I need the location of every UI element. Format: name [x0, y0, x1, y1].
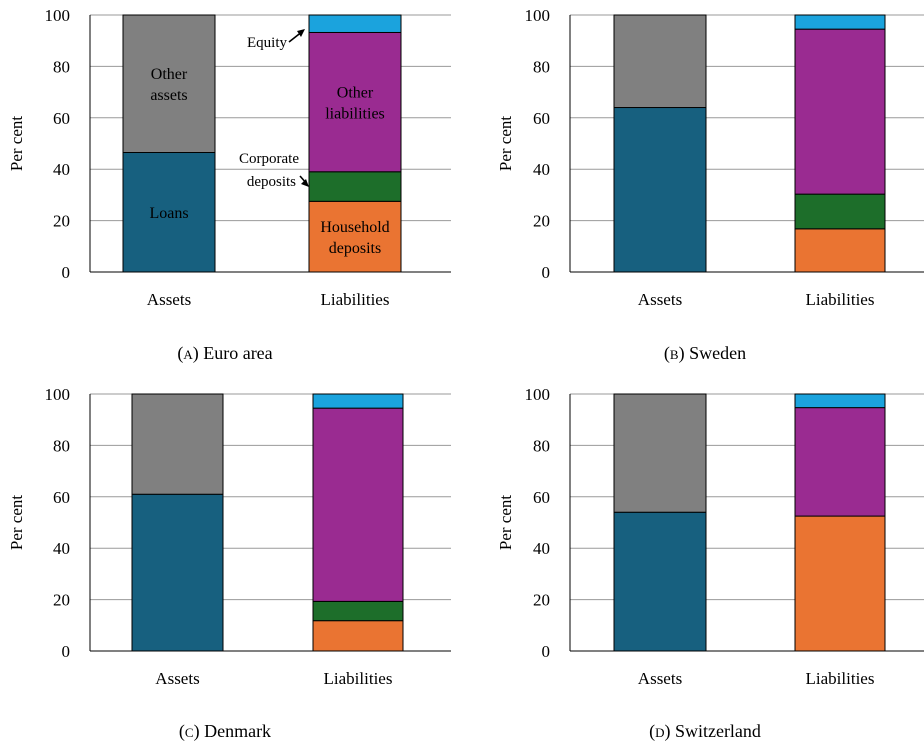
- segment-label-other-liabilities: Other: [337, 85, 374, 102]
- bar-segment-equity: [794, 393, 886, 409]
- chart-panel-d: 0 20 40 60 80 100 Per cent Assets Liabilities (D)…: [496, 385, 924, 742]
- bar-segment-other-liabilities: [312, 407, 404, 602]
- y-tick-label: 60: [53, 109, 70, 128]
- segment-label-other-liabilities: liabilities: [325, 106, 385, 123]
- y-tick-label: 100: [525, 6, 551, 25]
- segment-label-other-assets: assets: [150, 87, 187, 104]
- y-tick-label: 20: [53, 591, 70, 610]
- y-tick-label: 60: [533, 488, 550, 507]
- x-tick-label: Assets: [155, 669, 199, 688]
- corporate-arrow-head: [301, 179, 309, 187]
- corporate-deposits-annotation: Corporate: [239, 151, 299, 167]
- bar-segment-household-deposits: [794, 515, 886, 652]
- bar-segment-equity: [794, 14, 886, 30]
- y-axis-label: Per cent: [496, 116, 515, 172]
- y-tick-label: 80: [53, 57, 70, 76]
- corporate-deposits-annotation: deposits: [247, 174, 296, 190]
- chart-panel-c: 0 20 40 60 80 100 Per cent Assets Liabilities (C)…: [7, 385, 451, 742]
- y-tick-label: 80: [533, 57, 550, 76]
- bar-segment-loans: [613, 107, 707, 273]
- y-tick-label: 20: [53, 212, 70, 231]
- x-tick-label: Liabilities: [324, 669, 393, 688]
- y-tick-label: 100: [525, 385, 551, 404]
- segment-label-household-deposits: Household: [320, 219, 389, 236]
- bar-segment-corporate-deposits: [308, 171, 402, 202]
- bar-segment-loans: [131, 493, 224, 652]
- bar-segment-other-assets: [613, 14, 707, 109]
- segment-label-other-assets: Other: [151, 66, 188, 83]
- y-tick-label: 40: [533, 539, 550, 558]
- y-tick-label: 0: [542, 642, 551, 661]
- y-tick-label: 40: [53, 539, 70, 558]
- bar-segment-household-deposits: [312, 620, 404, 652]
- bar-segment-corporate-deposits: [312, 600, 404, 622]
- x-tick-label: Liabilities: [806, 669, 875, 688]
- y-tick-label: 0: [62, 263, 71, 282]
- bar-segment-corporate-deposits: [794, 193, 886, 230]
- equity-annotation: Equity: [247, 35, 287, 51]
- x-tick-label: Assets: [147, 290, 191, 309]
- segment-label-loans: Loans: [149, 205, 188, 222]
- y-tick-label: 60: [533, 109, 550, 128]
- bar-segment-household-deposits: [794, 228, 886, 273]
- y-tick-label: 80: [53, 436, 70, 455]
- y-axis-label: Per cent: [496, 495, 515, 551]
- panel-caption: (A) Euro area: [177, 343, 272, 364]
- panel-caption: (B) Sweden: [664, 343, 746, 364]
- bar-segment-other-liabilities: [308, 31, 402, 173]
- panel-caption: (C) Denmark: [179, 721, 271, 742]
- bar-segment-other-assets: [122, 14, 216, 153]
- y-tick-label: 100: [45, 6, 71, 25]
- y-tick-label: 40: [53, 160, 70, 179]
- bar-segment-equity: [308, 14, 402, 33]
- chart-panel-b: 0 20 40 60 80 100 Per cent Assets Liabilities (B)…: [496, 6, 924, 364]
- bar-segment-household-deposits: [308, 200, 402, 273]
- bar-segment-other-assets: [613, 393, 707, 513]
- y-tick-label: 0: [542, 263, 551, 282]
- bar-segment-loans: [613, 511, 707, 652]
- y-axis-label: Per cent: [7, 116, 26, 172]
- bar-segment-other-assets: [131, 393, 224, 495]
- x-tick-label: Assets: [638, 669, 682, 688]
- y-tick-label: 20: [533, 591, 550, 610]
- y-tick-label: 80: [533, 436, 550, 455]
- y-tick-label: 20: [533, 212, 550, 231]
- bar-segment-equity: [312, 393, 404, 409]
- x-tick-label: Liabilities: [806, 290, 875, 309]
- chart-panel-a: 0 20 40 60 80 100 Per cent Assets Liabilities Loa…: [7, 6, 451, 364]
- y-axis-label: Per cent: [7, 495, 26, 551]
- x-tick-label: Liabilities: [321, 290, 390, 309]
- equity-arrow-head: [297, 29, 305, 37]
- y-tick-label: 100: [45, 385, 71, 404]
- y-tick-label: 60: [53, 488, 70, 507]
- bar-segment-other-liabilities: [794, 407, 886, 517]
- y-tick-label: 40: [533, 160, 550, 179]
- segment-label-household-deposits: deposits: [329, 240, 381, 257]
- bar-segment-other-liabilities: [794, 28, 886, 195]
- panel-caption: (D) Switzerland: [649, 721, 761, 742]
- y-tick-label: 0: [62, 642, 71, 661]
- x-tick-label: Assets: [638, 290, 682, 309]
- bar-segment-loans: [122, 151, 216, 273]
